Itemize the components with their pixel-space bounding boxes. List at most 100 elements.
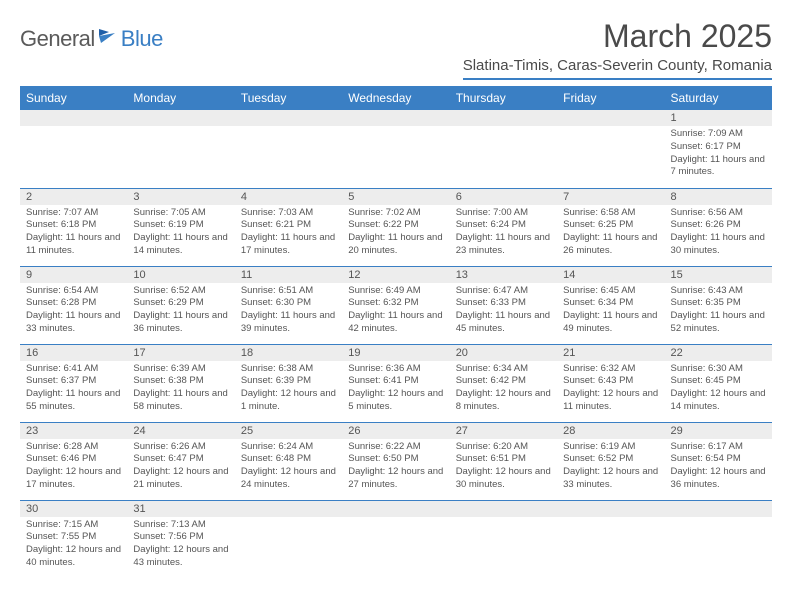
calendar-day-cell: 29 Sunrise: 6:17 AMSunset: 6:54 PMDayligh… xyxy=(665,422,772,500)
day-number xyxy=(235,501,342,517)
logo-text-b: Blue xyxy=(121,26,163,52)
day-details: Sunrise: 7:02 AMSunset: 6:22 PMDaylight:… xyxy=(342,205,449,262)
day-number: 31 xyxy=(127,501,234,517)
daylight-line: Daylight: 11 hours and 52 minutes. xyxy=(671,310,766,336)
sunrise-line: Sunrise: 6:56 AM xyxy=(671,207,766,220)
header: General Blue March 2025 Slatina-Timis, C… xyxy=(20,18,772,80)
sunrise-line: Sunrise: 6:30 AM xyxy=(671,363,766,376)
sunrise-line: Sunrise: 6:41 AM xyxy=(26,363,121,376)
day-number: 17 xyxy=(127,345,234,361)
daylight-line: Daylight: 12 hours and 36 minutes. xyxy=(671,466,766,492)
sunrise-line: Sunrise: 6:34 AM xyxy=(456,363,551,376)
day-details: Sunrise: 6:47 AMSunset: 6:33 PMDaylight:… xyxy=(450,283,557,340)
sunrise-line: Sunrise: 7:09 AM xyxy=(671,128,766,141)
day-number: 12 xyxy=(342,267,449,283)
daylight-line: Daylight: 12 hours and 40 minutes. xyxy=(26,544,121,570)
daylight-line: Daylight: 12 hours and 33 minutes. xyxy=(563,466,658,492)
calendar-day-cell xyxy=(342,110,449,188)
daylight-line: Daylight: 12 hours and 21 minutes. xyxy=(133,466,228,492)
calendar-day-cell: 24Sunrise: 6:26 AMSunset: 6:47 PMDayligh… xyxy=(127,422,234,500)
day-number xyxy=(450,501,557,517)
weekday-header-row: Sunday Monday Tuesday Wednesday Thursday… xyxy=(20,86,772,110)
calendar-day-cell: 4Sunrise: 7:03 AMSunset: 6:21 PMDaylight… xyxy=(235,188,342,266)
sunset-line: Sunset: 6:28 PM xyxy=(26,297,121,310)
calendar-day-cell xyxy=(235,110,342,188)
daylight-line: Daylight: 11 hours and 39 minutes. xyxy=(241,310,336,336)
sunset-line: Sunset: 6:38 PM xyxy=(133,375,228,388)
weekday-header: Tuesday xyxy=(235,86,342,110)
calendar-day-cell: 13Sunrise: 6:47 AMSunset: 6:33 PMDayligh… xyxy=(450,266,557,344)
location: Slatina-Timis, Caras-Severin County, Rom… xyxy=(463,57,772,80)
day-number: 11 xyxy=(235,267,342,283)
daylight-line: Daylight: 12 hours and 11 minutes. xyxy=(563,388,658,414)
sunset-line: Sunset: 6:21 PM xyxy=(241,219,336,232)
sunrise-line: Sunrise: 6:47 AM xyxy=(456,285,551,298)
daylight-line: Daylight: 11 hours and 49 minutes. xyxy=(563,310,658,336)
sunrise-line: Sunrise: 7:03 AM xyxy=(241,207,336,220)
daylight-line: Daylight: 12 hours and 27 minutes. xyxy=(348,466,443,492)
daylight-line: Daylight: 11 hours and 20 minutes. xyxy=(348,232,443,258)
logo: General Blue xyxy=(20,26,163,52)
day-number xyxy=(450,110,557,126)
weekday-header: Wednesday xyxy=(342,86,449,110)
day-number xyxy=(557,501,664,517)
calendar-day-cell: 20Sunrise: 6:34 AMSunset: 6:42 PMDayligh… xyxy=(450,344,557,422)
calendar-day-cell xyxy=(127,110,234,188)
sunset-line: Sunset: 6:42 PM xyxy=(456,375,551,388)
weekday-header: Sunday xyxy=(20,86,127,110)
day-details: Sunrise: 6:41 AMSunset: 6:37 PMDaylight:… xyxy=(20,361,127,418)
calendar-week-row: 16Sunrise: 6:41 AMSunset: 6:37 PMDayligh… xyxy=(20,344,772,422)
day-number: 28 xyxy=(557,423,664,439)
sunset-line: Sunset: 6:43 PM xyxy=(563,375,658,388)
calendar-day-cell: 2Sunrise: 7:07 AMSunset: 6:18 PMDaylight… xyxy=(20,188,127,266)
day-number: 22 xyxy=(665,345,772,361)
weekday-header: Thursday xyxy=(450,86,557,110)
day-details: Sunrise: 6:43 AMSunset: 6:35 PMDaylight:… xyxy=(665,283,772,340)
day-details: Sunrise: 6:49 AMSunset: 6:32 PMDaylight:… xyxy=(342,283,449,340)
day-details: Sunrise: 7:13 AMSunset: 7:56 PMDaylight:… xyxy=(127,517,234,574)
sunrise-line: Sunrise: 7:00 AM xyxy=(456,207,551,220)
sunset-line: Sunset: 7:56 PM xyxy=(133,531,228,544)
sunrise-line: Sunrise: 6:26 AM xyxy=(133,441,228,454)
calendar-day-cell xyxy=(665,500,772,578)
sunset-line: Sunset: 6:37 PM xyxy=(26,375,121,388)
day-number: 15 xyxy=(665,267,772,283)
daylight-line: Daylight: 12 hours and 14 minutes. xyxy=(671,388,766,414)
sunrise-line: Sunrise: 6:45 AM xyxy=(563,285,658,298)
daylight-line: Daylight: 11 hours and 17 minutes. xyxy=(241,232,336,258)
calendar-body: 1Sunrise: 7:09 AMSunset: 6:17 PMDaylight… xyxy=(20,110,772,578)
sunset-line: Sunset: 6:54 PM xyxy=(671,453,766,466)
day-number: 2 xyxy=(20,189,127,205)
calendar-day-cell: 18Sunrise: 6:38 AMSunset: 6:39 PMDayligh… xyxy=(235,344,342,422)
daylight-line: Daylight: 12 hours and 30 minutes. xyxy=(456,466,551,492)
calendar-day-cell: 27Sunrise: 6:20 AMSunset: 6:51 PMDayligh… xyxy=(450,422,557,500)
day-details: Sunrise: 7:15 AMSunset: 7:55 PMDaylight:… xyxy=(20,517,127,574)
sunset-line: Sunset: 6:24 PM xyxy=(456,219,551,232)
daylight-line: Daylight: 11 hours and 45 minutes. xyxy=(456,310,551,336)
day-details: Sunrise: 6:51 AMSunset: 6:30 PMDaylight:… xyxy=(235,283,342,340)
day-details: Sunrise: 6:19 AMSunset: 6:52 PMDaylight:… xyxy=(557,439,664,496)
day-number: 20 xyxy=(450,345,557,361)
sunset-line: Sunset: 6:47 PM xyxy=(133,453,228,466)
sunset-line: Sunset: 6:46 PM xyxy=(26,453,121,466)
sunrise-line: Sunrise: 6:17 AM xyxy=(671,441,766,454)
day-number: 6 xyxy=(450,189,557,205)
calendar-day-cell: 1Sunrise: 7:09 AMSunset: 6:17 PMDaylight… xyxy=(665,110,772,188)
day-details: Sunrise: 6:32 AMSunset: 6:43 PMDaylight:… xyxy=(557,361,664,418)
sunset-line: Sunset: 6:33 PM xyxy=(456,297,551,310)
day-details: Sunrise: 6:56 AMSunset: 6:26 PMDaylight:… xyxy=(665,205,772,262)
sunrise-line: Sunrise: 6:28 AM xyxy=(26,441,121,454)
calendar-day-cell: 28Sunrise: 6:19 AMSunset: 6:52 PMDayligh… xyxy=(557,422,664,500)
weekday-header: Friday xyxy=(557,86,664,110)
day-details: Sunrise: 6:36 AMSunset: 6:41 PMDaylight:… xyxy=(342,361,449,418)
sunset-line: Sunset: 6:50 PM xyxy=(348,453,443,466)
sunset-line: Sunset: 6:25 PM xyxy=(563,219,658,232)
day-number xyxy=(557,110,664,126)
daylight-line: Daylight: 12 hours and 17 minutes. xyxy=(26,466,121,492)
calendar-day-cell: 14Sunrise: 6:45 AMSunset: 6:34 PMDayligh… xyxy=(557,266,664,344)
sunset-line: Sunset: 6:34 PM xyxy=(563,297,658,310)
day-number xyxy=(665,501,772,517)
day-number: 1 xyxy=(665,110,772,126)
sunrise-line: Sunrise: 6:36 AM xyxy=(348,363,443,376)
day-number: 29 xyxy=(665,423,772,439)
